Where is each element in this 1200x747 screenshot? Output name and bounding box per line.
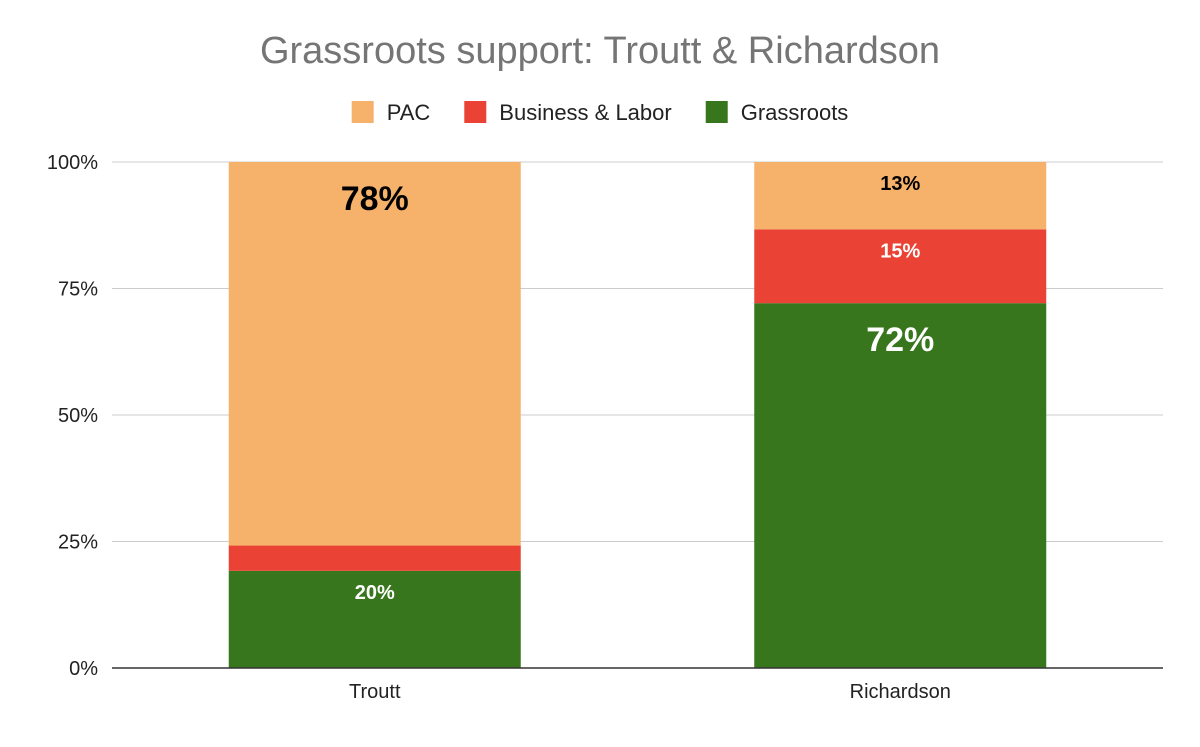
data-label-pac-troutt: 78% [341,180,409,218]
bar-business-labor-richardson [754,229,1047,304]
y-tick-label: 100% [47,152,98,174]
legend-label-grassroots: Grassroots [741,100,849,125]
y-tick-label: 75% [58,279,98,301]
data-label-grassroots-richardson: 72% [866,321,934,359]
y-tick-label: 0% [69,658,98,680]
bar-business-labor-troutt [228,545,521,571]
legend-swatch-pac [351,101,374,123]
bar-grassroots-troutt [228,570,521,668]
legend-swatch-business-labor [464,101,487,123]
x-tick-label: Richardson [850,681,951,703]
chart-title: Grassroots support: Troutt & Richardson [259,30,941,72]
bar-pac-troutt [228,162,521,546]
y-tick-label: 25% [58,532,98,554]
data-label-business-labor-richardson: 15% [880,240,920,262]
legend-swatch-grassroots [705,101,728,123]
data-label-pac-richardson: 13% [880,173,920,195]
x-tick-label: Troutt [349,681,401,703]
bar-pac-richardson [754,162,1047,230]
y-tick-label: 50% [58,405,98,427]
bar-grassroots-richardson [754,303,1047,668]
legend-label-pac: PAC [387,100,431,125]
legend-label-business-labor: Business & Labor [499,100,671,125]
data-label-grassroots-troutt: 20% [355,582,395,604]
